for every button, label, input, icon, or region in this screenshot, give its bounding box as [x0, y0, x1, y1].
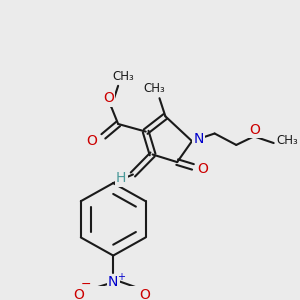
Text: H: H	[116, 171, 126, 185]
Text: CH₃: CH₃	[144, 82, 165, 95]
Text: CH₃: CH₃	[112, 70, 134, 83]
Text: −: −	[80, 278, 91, 291]
Text: N: N	[108, 275, 119, 289]
Text: O: O	[250, 123, 260, 137]
Text: CH₃: CH₃	[277, 134, 298, 147]
Text: O: O	[139, 288, 150, 300]
Text: +: +	[117, 272, 125, 281]
Text: O: O	[103, 91, 114, 105]
Text: N: N	[194, 132, 204, 146]
Text: O: O	[197, 162, 208, 176]
Text: O: O	[73, 288, 84, 300]
Text: O: O	[86, 134, 97, 148]
